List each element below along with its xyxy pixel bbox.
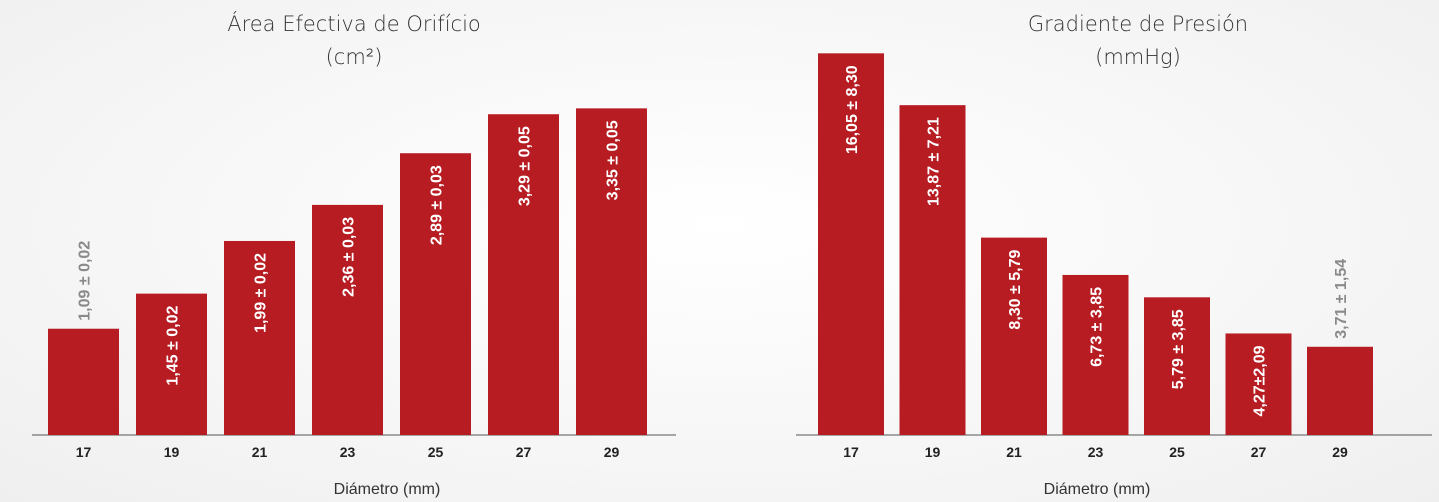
x-tick-label: 29 [604,444,620,460]
x-tick-label: 23 [1088,444,1104,460]
x-tick-label: 25 [1169,444,1185,460]
x-tick-label: 17 [843,444,859,460]
chart-title: Gradiente de Presión [1028,12,1248,36]
value-label-23: 6,73 ± 3,85 [1089,287,1106,367]
value-label-27: 3,29 ± 0,05 [517,126,534,206]
bar-25 [400,153,471,435]
x-tick-label: 21 [1006,444,1022,460]
bar-29 [1307,346,1373,435]
x-tick-label: 29 [1332,444,1348,460]
x-tick-label: 25 [428,444,444,460]
chart-title: Área Efectiva de Orifício [227,11,481,36]
bar-19 [899,105,966,435]
bar-23 [312,204,383,435]
x-axis-label: Diámetro (mm) [1044,481,1151,498]
bar-23 [1062,274,1129,435]
bar-17 [818,53,884,435]
bar-27 [488,114,559,435]
x-tick-label: 17 [76,444,92,460]
value-label-17: 16,05 ± 8,30 [844,65,861,154]
value-label-21: 8,30 ± 5,79 [1007,250,1024,330]
bar-series: 17 16,05 ± 8,30 19 13,87 ± 7,21 21 8,30 ± 5,7… [818,53,1373,460]
bar-21 [981,237,1047,435]
bar-27 [1225,333,1292,435]
chart-subtitle: (mmHg) [1095,45,1181,69]
bar-29 [576,108,647,435]
x-tick-label: 19 [925,444,941,460]
bar-21 [224,240,295,435]
x-tick-label: 19 [164,444,180,460]
bar-series: 17 1,09 ± 0,02 19 1,45 ± 0,02 21 1,99 ± 0,02 2… [48,108,647,460]
value-label-25: 5,79 ± 3,85 [1170,309,1187,389]
value-label-21: 1,99 ± 0,02 [253,253,270,333]
x-axis-label: Diámetro (mm) [334,481,441,498]
chart-pressure-gradient: Gradiente de Presión (mmHg) Diámetro (mm… [796,12,1432,498]
value-label-29: 3,35 ± 0,05 [605,120,622,200]
value-label-19: 1,45 ± 0,02 [165,306,182,386]
x-tick-label: 27 [1251,444,1267,460]
x-tick-label: 27 [516,444,532,460]
value-label-25: 2,89 ± 0,03 [429,165,446,245]
value-label-27: 4,27±2,09 [1252,345,1269,416]
x-tick-label: 23 [340,444,356,460]
value-label-29: 3,71 ± 1,54 [1333,259,1350,339]
bar-17 [48,328,119,435]
value-label-23: 2,36 ± 0,03 [341,217,358,297]
bar-25 [1144,297,1210,435]
value-label-17: 1,09 ± 0,02 [77,241,94,321]
value-label-19: 13,87 ± 7,21 [926,117,943,206]
bar-19 [136,293,207,435]
chart-subtitle: (cm²) [326,45,383,69]
x-tick-label: 21 [252,444,268,460]
chart-orifice-area: Área Efectiva de Orifício (cm²) Diámetro… [32,11,676,498]
